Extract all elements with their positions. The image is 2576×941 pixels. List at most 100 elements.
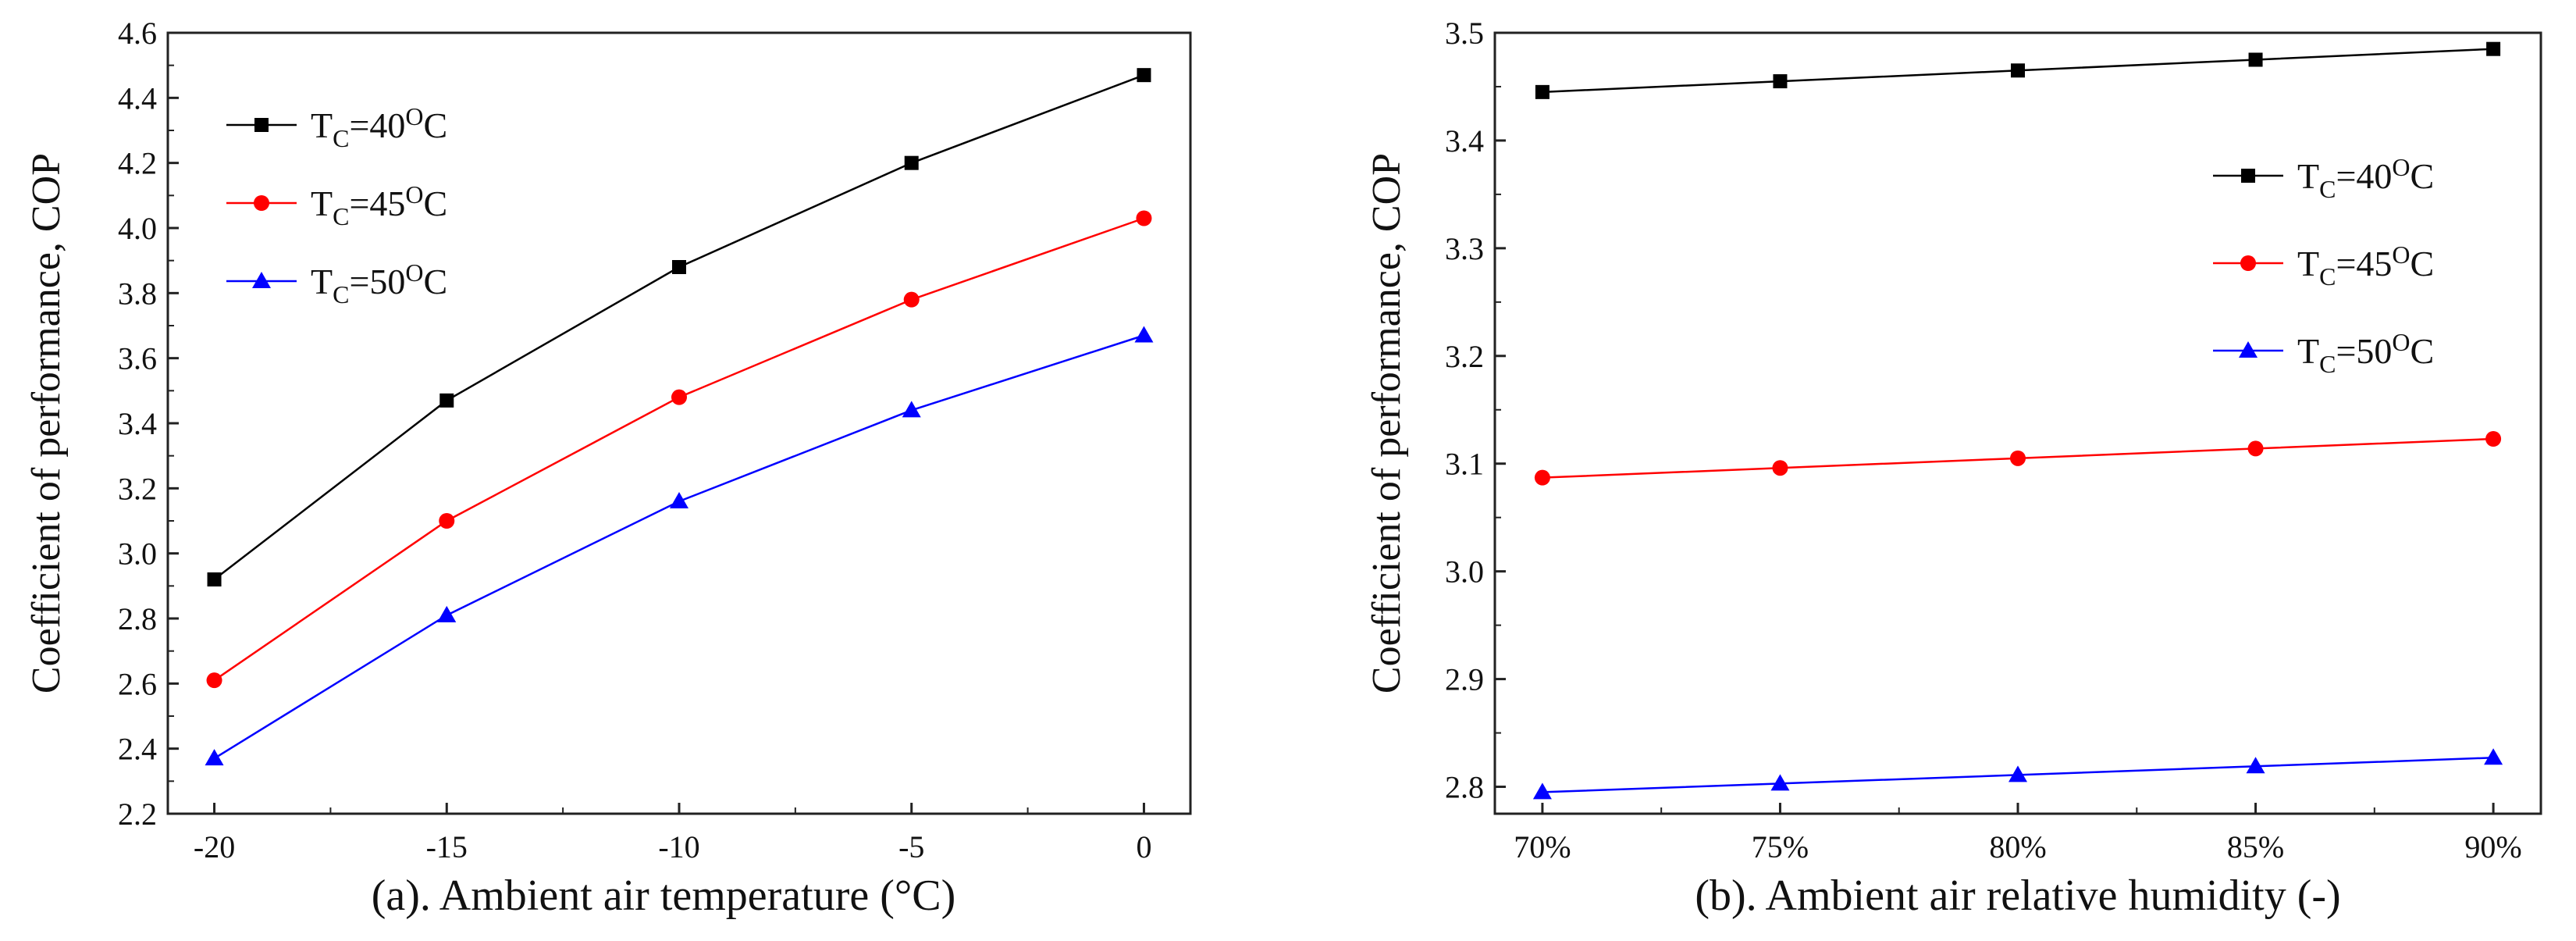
data-point <box>205 749 224 766</box>
y-tick-label: 2.6 <box>118 666 157 701</box>
legend-label-part: O <box>405 102 423 130</box>
y-tick-label: 3.4 <box>1445 123 1484 159</box>
y-tick-label: 2.8 <box>118 601 157 636</box>
legend-label-part: C <box>424 105 448 145</box>
data-point <box>1134 326 1154 343</box>
legend-label-part: C <box>2319 350 2336 378</box>
legend-entry: TC=50OC <box>226 258 447 308</box>
data-point <box>2246 757 2265 774</box>
series-1 <box>1535 41 2501 99</box>
legend-label-part: =50 <box>349 262 405 301</box>
legend-label-part: O <box>405 258 423 287</box>
legend-label-part: C <box>424 184 448 223</box>
legend-label-part: =40 <box>349 105 405 145</box>
x-tick-label: 70% <box>1514 829 1571 864</box>
y-tick-label: 4.4 <box>118 80 157 116</box>
data-point <box>1770 774 1790 791</box>
data-point <box>1772 460 1788 476</box>
legend-label-part: T <box>2297 244 2319 283</box>
y-tick-label: 3.5 <box>1445 16 1484 51</box>
data-point <box>2248 52 2263 67</box>
y-axis-title: Coefficient of performance, COP <box>24 153 69 693</box>
data-point <box>672 260 686 274</box>
legend-label-part: O <box>2392 241 2410 269</box>
x-tick-label: 0 <box>1136 829 1151 864</box>
y-tick-label: 4.0 <box>118 211 157 246</box>
legend-marker <box>254 118 269 132</box>
legend-label-part: T <box>311 105 333 145</box>
legend-label-part: =45 <box>349 184 405 223</box>
legend-label: TC=45OC <box>311 180 447 230</box>
data-point <box>439 393 454 408</box>
legend-label-part: T <box>2297 331 2319 371</box>
y-tick-label: 2.4 <box>118 732 157 767</box>
chart-panel-b: 2.8 2.9 3.0 3.1 3.2 3.3 3.4 3.5 70% 75% 80% 85% 90% C… <box>1364 16 2542 920</box>
data-point <box>439 513 455 529</box>
y-tick-label: 4.6 <box>118 16 157 51</box>
legend-entry: TC=45OC <box>226 180 447 230</box>
legend-label-part: C <box>333 202 349 230</box>
chart-caption: (a). Ambient air temperature (°C) <box>372 871 956 920</box>
y-tick-label: 3.2 <box>118 471 157 506</box>
legend-label: TC=50OC <box>311 258 447 308</box>
y-tick-label: 2.8 <box>1445 770 1484 805</box>
series-3 <box>1532 748 2503 800</box>
legend-label-part: C <box>2411 156 2435 196</box>
series-1 <box>207 68 1151 586</box>
legend-label-part: C <box>333 280 349 308</box>
data-point <box>671 389 687 405</box>
plot-frame <box>166 31 1192 815</box>
legend-label-part: C <box>2319 175 2336 203</box>
legend-label: TC=45OC <box>2297 241 2434 290</box>
y-tick-label: 3.6 <box>118 341 157 376</box>
y-tick-label: 2.2 <box>118 797 157 832</box>
legend-entry: TC=50OC <box>2213 328 2434 378</box>
y-tick-label: 3.4 <box>118 406 157 441</box>
chart-panel-a: 2.2 2.4 2.6 2.8 3.0 3.2 3.4 3.6 3.8 4.0 4.2 4.4 4.6 -… <box>24 16 1192 920</box>
legend-label: TC=40OC <box>2297 153 2434 203</box>
x-tick-label: 90% <box>2464 829 2521 864</box>
x-tick-label: 75% <box>1752 829 1809 864</box>
data-point <box>2008 765 2027 782</box>
y-tick-label: 2.9 <box>1445 662 1484 697</box>
legend-label-part: C <box>2411 331 2435 371</box>
legend-label-part: C <box>333 124 349 152</box>
x-tick-label: -10 <box>658 829 699 864</box>
x-tick-label: -20 <box>194 829 235 864</box>
chart-caption: (b). Ambient air relative humidity (-) <box>1695 871 2340 920</box>
legend-entry: TC=40OC <box>2213 153 2434 203</box>
data-point <box>1532 782 1552 800</box>
legend-marker <box>252 272 271 288</box>
legend-marker <box>2239 341 2258 358</box>
data-point <box>2010 450 2026 466</box>
data-point <box>670 492 688 508</box>
legend-label-part: O <box>405 180 423 209</box>
legend-marker <box>2241 169 2255 183</box>
legend-marker <box>254 195 269 211</box>
data-point <box>2484 748 2503 765</box>
plot-frame <box>1493 31 2542 815</box>
data-point <box>1773 74 1788 89</box>
legend-label-part: T <box>311 184 333 223</box>
y-tick-label: 3.0 <box>1445 554 1484 590</box>
legend-label-part: T <box>2297 156 2319 196</box>
legend-label: TC=50OC <box>2297 328 2434 378</box>
x-tick-label: -5 <box>898 829 924 864</box>
data-point <box>1137 68 1151 83</box>
legend-label: TC=40OC <box>311 102 447 152</box>
data-point <box>207 572 222 586</box>
legend-label-part: T <box>311 262 333 301</box>
legend-label-part: O <box>2392 153 2410 181</box>
data-point <box>1535 84 1550 99</box>
legend-label-part: C <box>424 262 448 301</box>
data-point <box>904 155 919 170</box>
data-point <box>206 672 222 689</box>
x-tick-label: 85% <box>2227 829 2284 864</box>
y-tick-label: 3.0 <box>118 536 157 572</box>
y-tick-label: 3.3 <box>1445 231 1484 266</box>
y-tick-label: 3.1 <box>1445 447 1484 482</box>
series-3 <box>205 326 1154 766</box>
data-point <box>2486 41 2501 56</box>
legend-label-part: C <box>2319 262 2336 290</box>
